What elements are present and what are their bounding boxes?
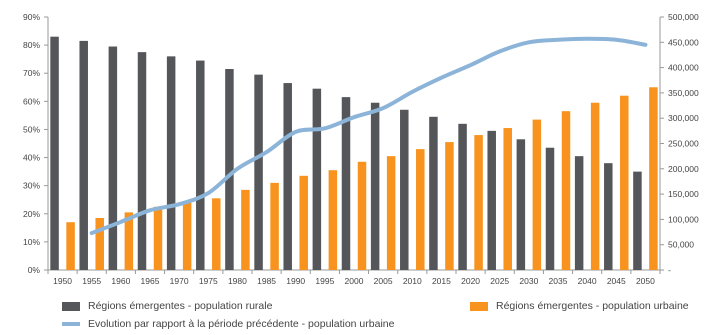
legend-swatch-evolution: [62, 322, 80, 326]
left-tick-label: 90%: [23, 12, 40, 22]
chart-axes: [44, 16, 664, 274]
bar-rural: [108, 46, 118, 271]
x-tick-label: 1965: [141, 276, 160, 286]
x-tick-label: 1985: [257, 276, 276, 286]
bar-urban: [649, 87, 658, 271]
bar-urban: [66, 222, 75, 270]
x-tick-label: 1990: [286, 276, 305, 286]
right-tick-label: -: [668, 265, 671, 275]
bar-urban: [124, 212, 134, 270]
bar-rural: [487, 130, 496, 270]
left-tick-label: 30%: [23, 181, 40, 191]
x-tick-label: 2040: [578, 276, 597, 286]
x-tick-label: 2020: [461, 276, 480, 286]
bar-urban: [561, 111, 571, 270]
left-tick-label: 70%: [23, 68, 40, 78]
legend-swatch-urban: [470, 301, 488, 311]
right-tick-label: 350,000: [668, 88, 699, 98]
x-tick-label: 2030: [519, 276, 538, 286]
x-tick-label: 1995: [315, 276, 334, 286]
x-tick-label: 1950: [53, 276, 72, 286]
bar-rural: [458, 123, 467, 270]
left-tick-label: 0%: [28, 265, 41, 275]
right-tick-label: 100,000: [668, 214, 699, 224]
left-tick-label: 40%: [23, 153, 40, 163]
bar-rural: [400, 109, 409, 271]
x-tick-label: 2000: [345, 276, 364, 286]
legend-item-evolution: Evolution par rapport à la période précé…: [62, 318, 394, 330]
legend-swatch-rural: [62, 301, 80, 311]
bar-rural: [137, 52, 147, 271]
bar-rural: [50, 36, 59, 270]
x-tick-label: 1955: [82, 276, 101, 286]
bar-urban: [590, 102, 600, 270]
bar-rural: [429, 116, 438, 271]
x-tick-label: 2050: [636, 276, 655, 286]
line-evolution: [89, 36, 648, 236]
bar-urban: [503, 128, 512, 270]
bar-rural: [166, 56, 176, 270]
x-tick-label: 2045: [607, 276, 626, 286]
x-tick-label: 2025: [490, 276, 509, 286]
chart-ticks: 0% 10% 20% 30% 40% 50% 60% 70% 80% 90% - 50,000 100,…: [23, 12, 699, 286]
bar-urban: [299, 175, 308, 270]
bar-rural: [545, 147, 555, 270]
bar-urban: [270, 182, 279, 270]
left-tick-label: 20%: [23, 209, 40, 219]
bar-rural: [574, 156, 584, 270]
left-tick-label: 60%: [23, 96, 40, 106]
right-tick-label: 250,000: [668, 139, 699, 149]
bar-urban: [532, 119, 542, 270]
x-tick-label: 1960: [111, 276, 130, 286]
left-tick-label: 50%: [23, 124, 40, 134]
bar-urban: [241, 189, 250, 270]
x-tick-label: 1970: [170, 276, 189, 286]
bar-rural: [604, 163, 613, 270]
right-tick-label: 300,000: [668, 113, 699, 123]
right-tick-label: 150,000: [668, 189, 699, 199]
bar-rural: [254, 74, 263, 270]
chart-bars: [50, 36, 658, 271]
right-tick-label: 450,000: [668, 37, 699, 47]
bar-urban: [620, 95, 629, 270]
bar-rural: [516, 139, 526, 270]
legend-label-evolution: Evolution par rapport à la période précé…: [88, 318, 395, 330]
legend-item-rural: Régions émergentes - population rurale: [62, 300, 272, 312]
bar-urban: [95, 217, 104, 270]
legend-label-rural: Régions émergentes - population rurale: [88, 300, 273, 312]
left-tick-label: 10%: [23, 237, 40, 247]
bar-rural: [283, 83, 292, 270]
bar-urban: [445, 142, 454, 270]
right-tick-label: 500,000: [668, 12, 699, 22]
bar-rural: [312, 88, 322, 270]
x-tick-label: 2010: [403, 276, 422, 286]
bar-urban: [182, 202, 192, 270]
bar-rural: [196, 60, 205, 271]
left-tick-label: 80%: [23, 40, 40, 50]
bar-urban: [357, 161, 367, 270]
x-tick-label: 2005: [374, 276, 393, 286]
right-tick-label: 400,000: [668, 63, 699, 73]
chart-line: [89, 36, 648, 236]
bar-urban: [386, 156, 396, 270]
x-tick-label: 1975: [199, 276, 218, 286]
bar-rural: [633, 171, 642, 270]
x-tick-label: 1980: [228, 276, 247, 286]
bar-urban: [474, 135, 483, 270]
bar-urban: [416, 149, 425, 270]
bar-urban: [212, 198, 221, 270]
x-tick-label: 2035: [549, 276, 568, 286]
bar-rural: [370, 102, 380, 270]
right-tick-label: 200,000: [668, 164, 699, 174]
bar-rural: [341, 97, 351, 270]
right-tick-label: 50,000: [668, 240, 694, 250]
bar-urban: [153, 206, 163, 270]
legend-item-urban: Régions émergentes - population urbaine: [470, 300, 689, 312]
bar-rural: [79, 40, 88, 271]
bar-rural: [225, 69, 234, 270]
x-tick-label: 2015: [432, 276, 451, 286]
legend-label-urban: Régions émergentes - population urbaine: [496, 300, 689, 312]
bar-urban: [328, 170, 338, 270]
